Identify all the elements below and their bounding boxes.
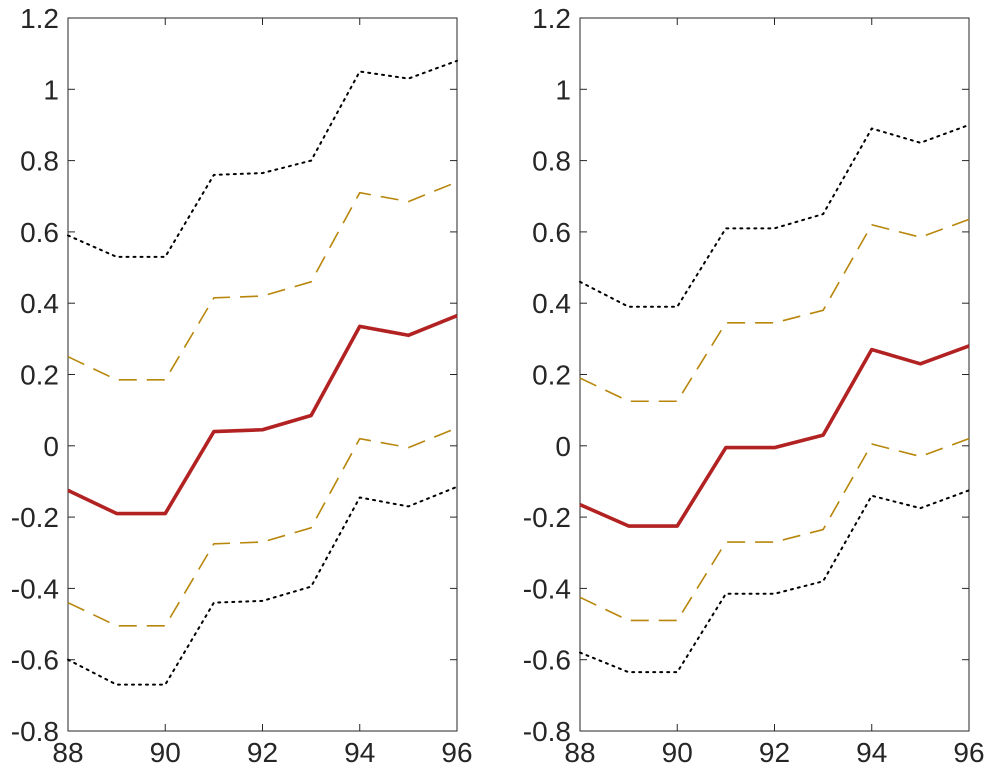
series-line-upper-inner-band (67, 181, 458, 381)
y-tick-label: 0 (555, 431, 571, 462)
y-tick-label: -0.8 (11, 716, 59, 747)
plot-frame (67, 17, 458, 732)
y-tick-label: 0.8 (532, 146, 571, 177)
y-tick-label: -0.6 (523, 645, 571, 676)
y-tick-label: 0.6 (532, 217, 571, 248)
y-tick-label: 1.2 (20, 3, 59, 34)
y-tick-label: -0.2 (523, 502, 571, 533)
y-tick-label: 1.2 (532, 3, 571, 34)
y-tick-label: -0.4 (523, 573, 571, 604)
y-tick-label: 0.8 (20, 146, 59, 177)
x-tick-label: 88 (52, 737, 83, 768)
series-line-lower-outer-band (579, 489, 970, 674)
y-tick-label: -0.8 (523, 716, 571, 747)
series-line-upper-inner-band (579, 218, 970, 403)
series-line-lower-outer-band (67, 485, 458, 686)
right-panel: -0.8 -0.6 -0.4 -0.2 0 0.2 0.4 0.6 0.8 1 1.2 88 90 92 9… (523, 3, 985, 768)
x-tick-label: 96 (441, 737, 472, 768)
y-tick-label: 1 (43, 74, 59, 105)
x-tick-label: 92 (247, 737, 278, 768)
plot-frame (579, 17, 970, 732)
series-line-lower-inner-band (579, 437, 970, 622)
y-tick-label: 0.4 (20, 288, 59, 319)
y-tick-label: 0.6 (20, 217, 59, 248)
y-tick-label: 0.2 (532, 360, 571, 391)
x-tick-label: 96 (953, 737, 984, 768)
series-line-estimate (579, 344, 970, 528)
x-tick-label: 92 (759, 737, 790, 768)
x-tick-label: 88 (564, 737, 595, 768)
y-tick-label: 0 (43, 431, 59, 462)
series-line-estimate (67, 314, 458, 516)
x-tick-label: 94 (344, 737, 375, 768)
x-tick-label: 94 (856, 737, 887, 768)
x-tick-label: 90 (662, 737, 693, 768)
y-tick-label: -0.2 (11, 502, 59, 533)
series-line-upper-outer-band (67, 59, 458, 258)
x-tick-label: 90 (150, 737, 181, 768)
y-tick-label: 0.4 (532, 288, 571, 319)
y-tick-label: -0.4 (11, 573, 59, 604)
series-line-lower-inner-band (67, 427, 458, 627)
y-tick-label: 0.2 (20, 360, 59, 391)
y-tick-label: -0.6 (11, 645, 59, 676)
series-line-upper-outer-band (579, 123, 970, 308)
y-tick-label: 1 (555, 74, 571, 105)
left-panel: -0.8 -0.6 -0.4 -0.2 0 0.2 0.4 0.6 0.8 1 1.2 88 90 92 9… (11, 3, 473, 768)
